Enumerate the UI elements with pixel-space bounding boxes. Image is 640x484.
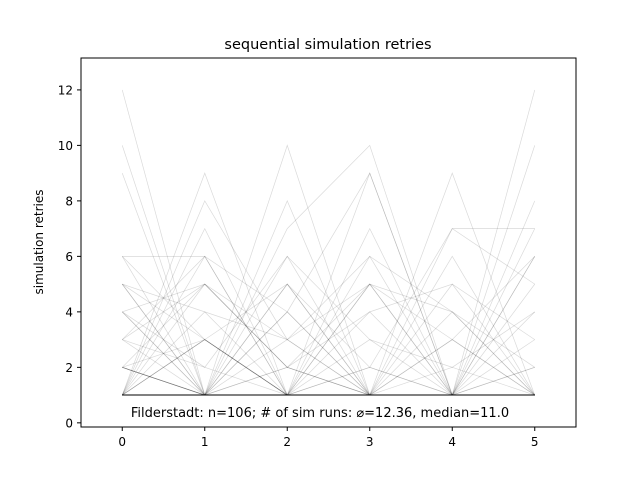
series-lines [121, 89, 536, 396]
y-axis-label: simulation retries [32, 189, 46, 294]
series-line-38 [122, 227, 535, 396]
annotation: Filderstadt: n=106; # of sim runs: ⌀=12.… [131, 406, 509, 421]
series-line-24 [121, 255, 535, 396]
y-tick-label: 2 [65, 361, 73, 375]
series-line-25 [122, 311, 535, 396]
plot-frame [80, 57, 577, 428]
series-line-48 [122, 255, 536, 396]
series-line-57 [122, 228, 536, 396]
series-line-32 [122, 255, 535, 396]
series-line-55 [122, 145, 536, 396]
series-line-13 [122, 255, 535, 396]
series-line-33 [122, 283, 535, 396]
series-line-31 [122, 144, 535, 396]
series-line-46 [122, 172, 536, 396]
series-line-10 [122, 311, 535, 396]
chart-title: sequential simulation retries [224, 37, 431, 53]
series-line-8 [122, 311, 535, 396]
x-tick-label: 4 [448, 435, 456, 449]
series-line-9 [122, 283, 535, 396]
series-line-23 [121, 255, 535, 396]
series-line-22 [121, 227, 535, 396]
series-line-60 [122, 283, 536, 396]
series-line-43 [122, 339, 535, 396]
y-tick-label: 10 [58, 139, 73, 153]
y-tick-label: 0 [65, 416, 73, 430]
series-line-63 [122, 367, 535, 396]
series-line-45 [122, 366, 535, 396]
series-line-12 [122, 339, 535, 396]
y-axis: 0 2 4 6 8 10 12 [58, 83, 81, 430]
series-line-68 [122, 228, 535, 368]
series-line-2 [121, 173, 535, 396]
series-line-29 [122, 144, 535, 396]
series-line-40 [122, 283, 535, 396]
series-line-3 [121, 256, 535, 396]
series-line-47 [122, 228, 535, 396]
series-line-59 [122, 256, 536, 396]
x-tick-label: 5 [531, 435, 539, 449]
series-line-18 [122, 339, 535, 396]
series-line-19 [122, 366, 535, 396]
series-line-49 [122, 283, 536, 396]
series-line-58 [122, 256, 536, 396]
series-line-56 [122, 200, 536, 396]
series-line-61 [122, 311, 535, 396]
series-line-51 [122, 339, 535, 396]
series-line-36 [122, 366, 535, 396]
series-line-15 [122, 367, 535, 396]
y-tick-label: 6 [65, 250, 73, 264]
series-line-53 [122, 366, 535, 396]
x-axis: 0 1 2 3 4 5 [118, 427, 539, 449]
series-line-11 [122, 339, 535, 396]
series-line-54 [122, 89, 536, 396]
series-line-5 [121, 283, 535, 396]
x-tick-label: 2 [283, 435, 291, 449]
x-tick-label: 1 [201, 435, 209, 449]
series-line-17 [122, 367, 535, 396]
series-line-65 [122, 283, 535, 368]
x-tick-label: 3 [366, 435, 374, 449]
y-tick-label: 4 [65, 305, 73, 319]
series-line-52 [122, 339, 535, 396]
series-line-67 [122, 283, 535, 368]
x-tick-label: 0 [118, 435, 126, 449]
series-line-35 [122, 339, 535, 396]
series-line-6 [122, 283, 535, 396]
series-line-50 [122, 311, 535, 396]
series-line-62 [122, 339, 535, 396]
series-line-14 [122, 367, 535, 396]
series-line-7 [121, 283, 535, 396]
series-line-37 [122, 172, 535, 396]
series-line-26 [122, 339, 535, 396]
series-line-16 [122, 367, 535, 396]
series-line-64 [122, 367, 535, 396]
series-line-1 [121, 145, 535, 396]
series-line-34 [122, 172, 535, 396]
y-tick-label: 8 [65, 194, 73, 208]
series-line-42 [122, 311, 535, 396]
series-line-28 [122, 339, 535, 396]
series-line-66 [122, 255, 535, 368]
series-line-44 [122, 366, 535, 396]
y-tick-label: 12 [58, 83, 73, 97]
series-line-4 [122, 256, 535, 396]
series-line-0 [121, 89, 535, 396]
series-line-27 [122, 339, 535, 396]
series-line-20 [121, 172, 535, 396]
series-line-39 [122, 255, 535, 396]
series-line-21 [121, 200, 535, 396]
series-line-69 [122, 256, 535, 368]
series-line-41 [122, 283, 535, 396]
series-line-30 [122, 199, 535, 396]
